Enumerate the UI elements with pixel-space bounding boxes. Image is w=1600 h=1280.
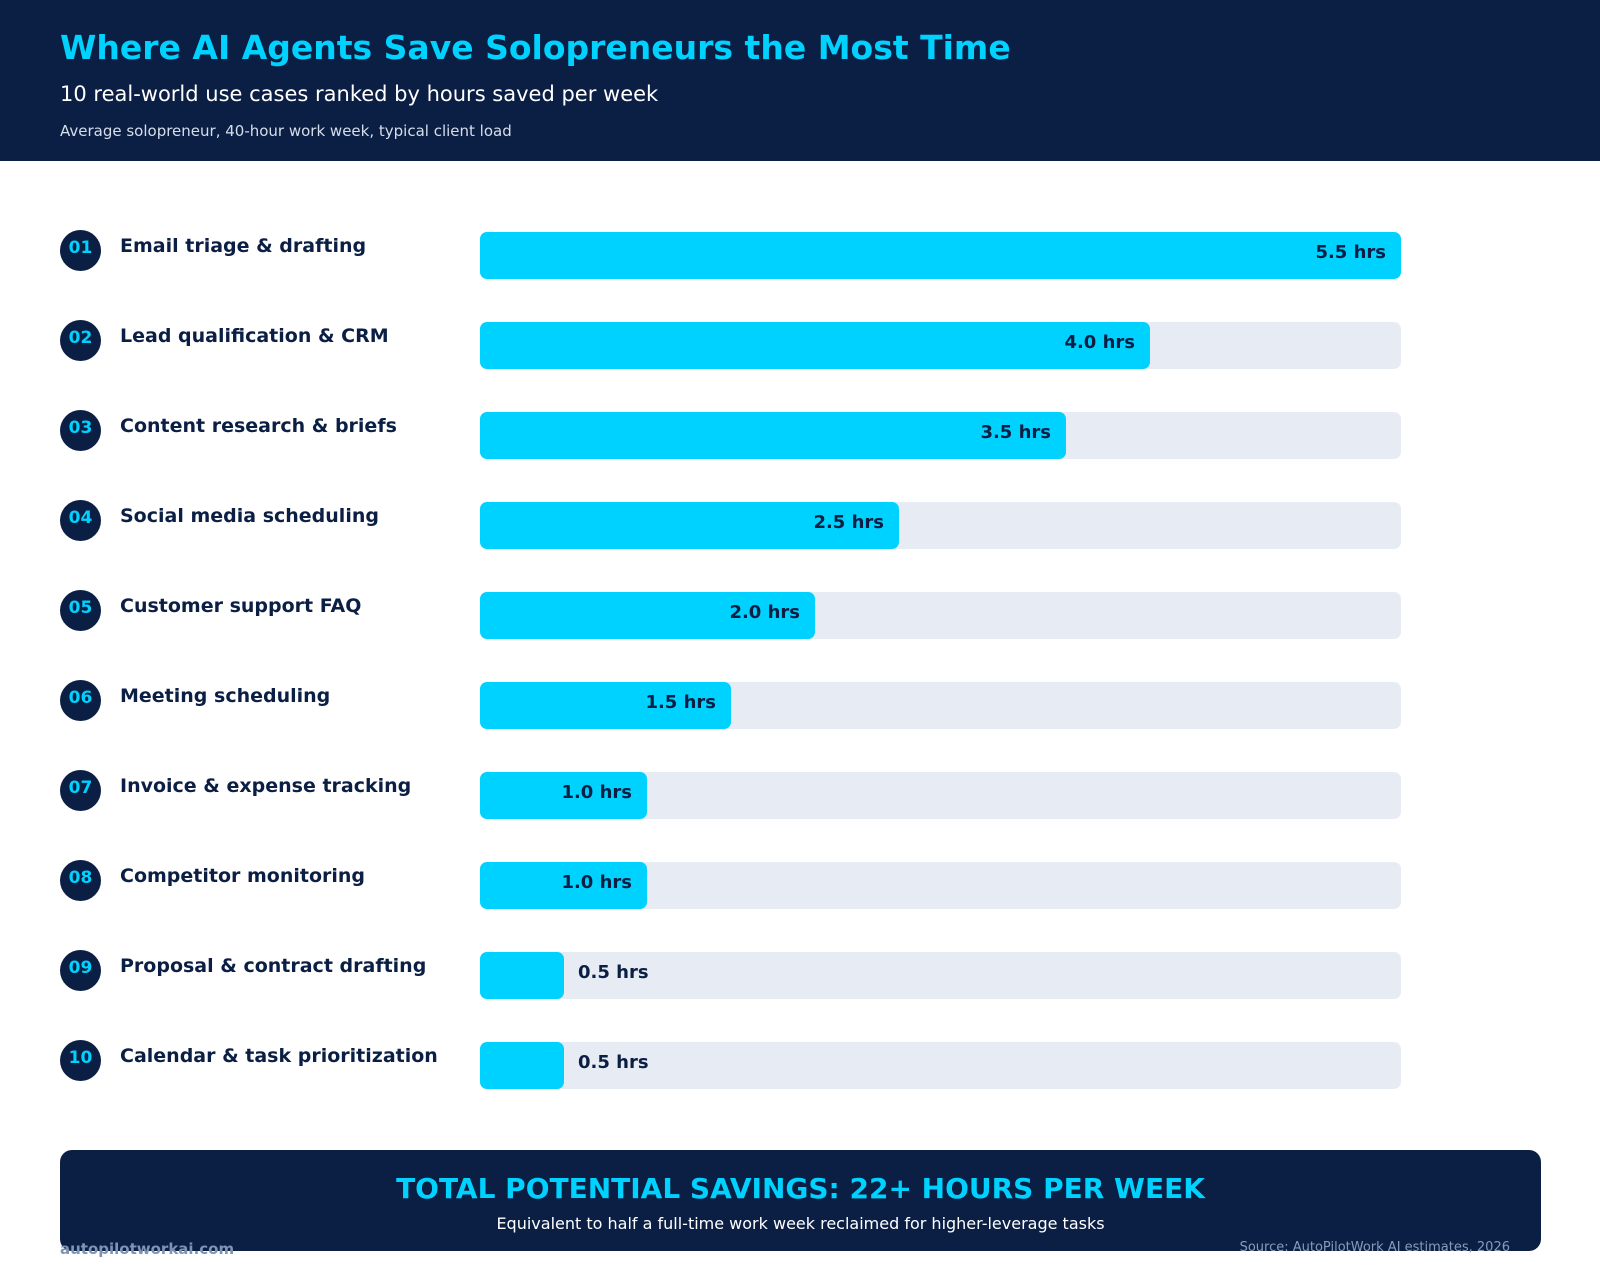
summary-panel: TOTAL POTENTIAL SAVINGS: 22+ HOURS PER W… [60, 1150, 1541, 1251]
category-label: Content research & briefs [120, 415, 397, 437]
category-label: Customer support FAQ [120, 595, 362, 617]
footer-source: Source: AutoPilotWork AI estimates, 2026 [1239, 1240, 1510, 1255]
category-label: Proposal & contract drafting [120, 955, 427, 977]
category-label: Email triage & drafting [120, 235, 367, 257]
value-label: 0.5 hrs [578, 962, 649, 983]
value-label: 4.0 hrs [1064, 332, 1135, 353]
category-label: Competitor monitoring [120, 865, 366, 887]
bar-track: 1.0 hrs [480, 772, 1401, 819]
category-label: Calendar & task prioritization [120, 1045, 438, 1067]
bar-row: 02 Lead qualification & CRM 4.0 hrs [0, 320, 1600, 370]
rank-badge: 03 [60, 410, 101, 451]
bar-row: 01 Email triage & drafting 5.5 hrs [0, 230, 1600, 280]
bar-track: 2.0 hrs [480, 592, 1401, 639]
bar [480, 232, 1401, 279]
bar-track: 1.5 hrs [480, 682, 1401, 729]
header-banner: Where AI Agents Save Solopreneurs the Mo… [0, 0, 1600, 161]
bar [480, 1042, 564, 1089]
bar [480, 322, 1150, 369]
rank-badge: 08 [60, 860, 101, 901]
bar-row: 07 Invoice & expense tracking 1.0 hrs [0, 770, 1600, 820]
rank-badge: 07 [60, 770, 101, 811]
bar-track: 1.0 hrs [480, 862, 1401, 909]
bar-track: 4.0 hrs [480, 322, 1401, 369]
rank-badge: 04 [60, 500, 101, 541]
chart-note: Average solopreneur, 40-hour work week, … [60, 122, 512, 140]
bar-track: 0.5 hrs [480, 1042, 1401, 1089]
bar [480, 862, 647, 909]
category-label: Invoice & expense tracking [120, 775, 412, 797]
rank-badge: 06 [60, 680, 101, 721]
summary-title: TOTAL POTENTIAL SAVINGS: 22+ HOURS PER W… [396, 1172, 1205, 1205]
footer-site: autopilotworkai.com [60, 1240, 235, 1258]
bar-row: 03 Content research & briefs 3.5 hrs [0, 410, 1600, 460]
bar-track: 0.5 hrs [480, 952, 1401, 999]
bar-row: 10 Calendar & task prioritization 0.5 hrs [0, 1040, 1600, 1090]
value-label: 1.0 hrs [561, 782, 632, 803]
category-label: Social media scheduling [120, 505, 379, 527]
rank-badge: 09 [60, 950, 101, 991]
rank-badge: 10 [60, 1040, 101, 1081]
bar-row: 04 Social media scheduling 2.5 hrs [0, 500, 1600, 550]
bar-track: 2.5 hrs [480, 502, 1401, 549]
bar-chart: 01 Email triage & drafting 5.5 hrs 02 Lead q… [0, 230, 1600, 1090]
bar-row: 05 Customer support FAQ 2.0 hrs [0, 590, 1600, 640]
bar [480, 772, 647, 819]
value-label: 5.5 hrs [1315, 242, 1386, 263]
bar-row: 09 Proposal & contract drafting 0.5 hrs [0, 950, 1600, 1000]
bar [480, 502, 899, 549]
summary-subtitle: Equivalent to half a full-time work week… [496, 1214, 1105, 1233]
value-label: 3.5 hrs [980, 422, 1051, 443]
bar [480, 682, 731, 729]
value-label: 2.0 hrs [729, 602, 800, 623]
bar [480, 592, 815, 639]
rank-badge: 02 [60, 320, 101, 361]
rank-badge: 01 [60, 230, 101, 271]
value-label: 2.5 hrs [813, 512, 884, 533]
rank-badge: 05 [60, 590, 101, 631]
bar-track: 5.5 hrs [480, 232, 1401, 279]
chart-subtitle: 10 real-world use cases ranked by hours … [60, 82, 659, 106]
bar-track: 3.5 hrs [480, 412, 1401, 459]
bar [480, 412, 1066, 459]
category-label: Lead qualification & CRM [120, 325, 389, 347]
value-label: 1.5 hrs [645, 692, 716, 713]
value-label: 1.0 hrs [561, 872, 632, 893]
value-label: 0.5 hrs [578, 1052, 649, 1073]
chart-title: Where AI Agents Save Solopreneurs the Mo… [60, 28, 1011, 67]
bar-row: 08 Competitor monitoring 1.0 hrs [0, 860, 1600, 910]
category-label: Meeting scheduling [120, 685, 331, 707]
bar [480, 952, 564, 999]
bar-row: 06 Meeting scheduling 1.5 hrs [0, 680, 1600, 730]
